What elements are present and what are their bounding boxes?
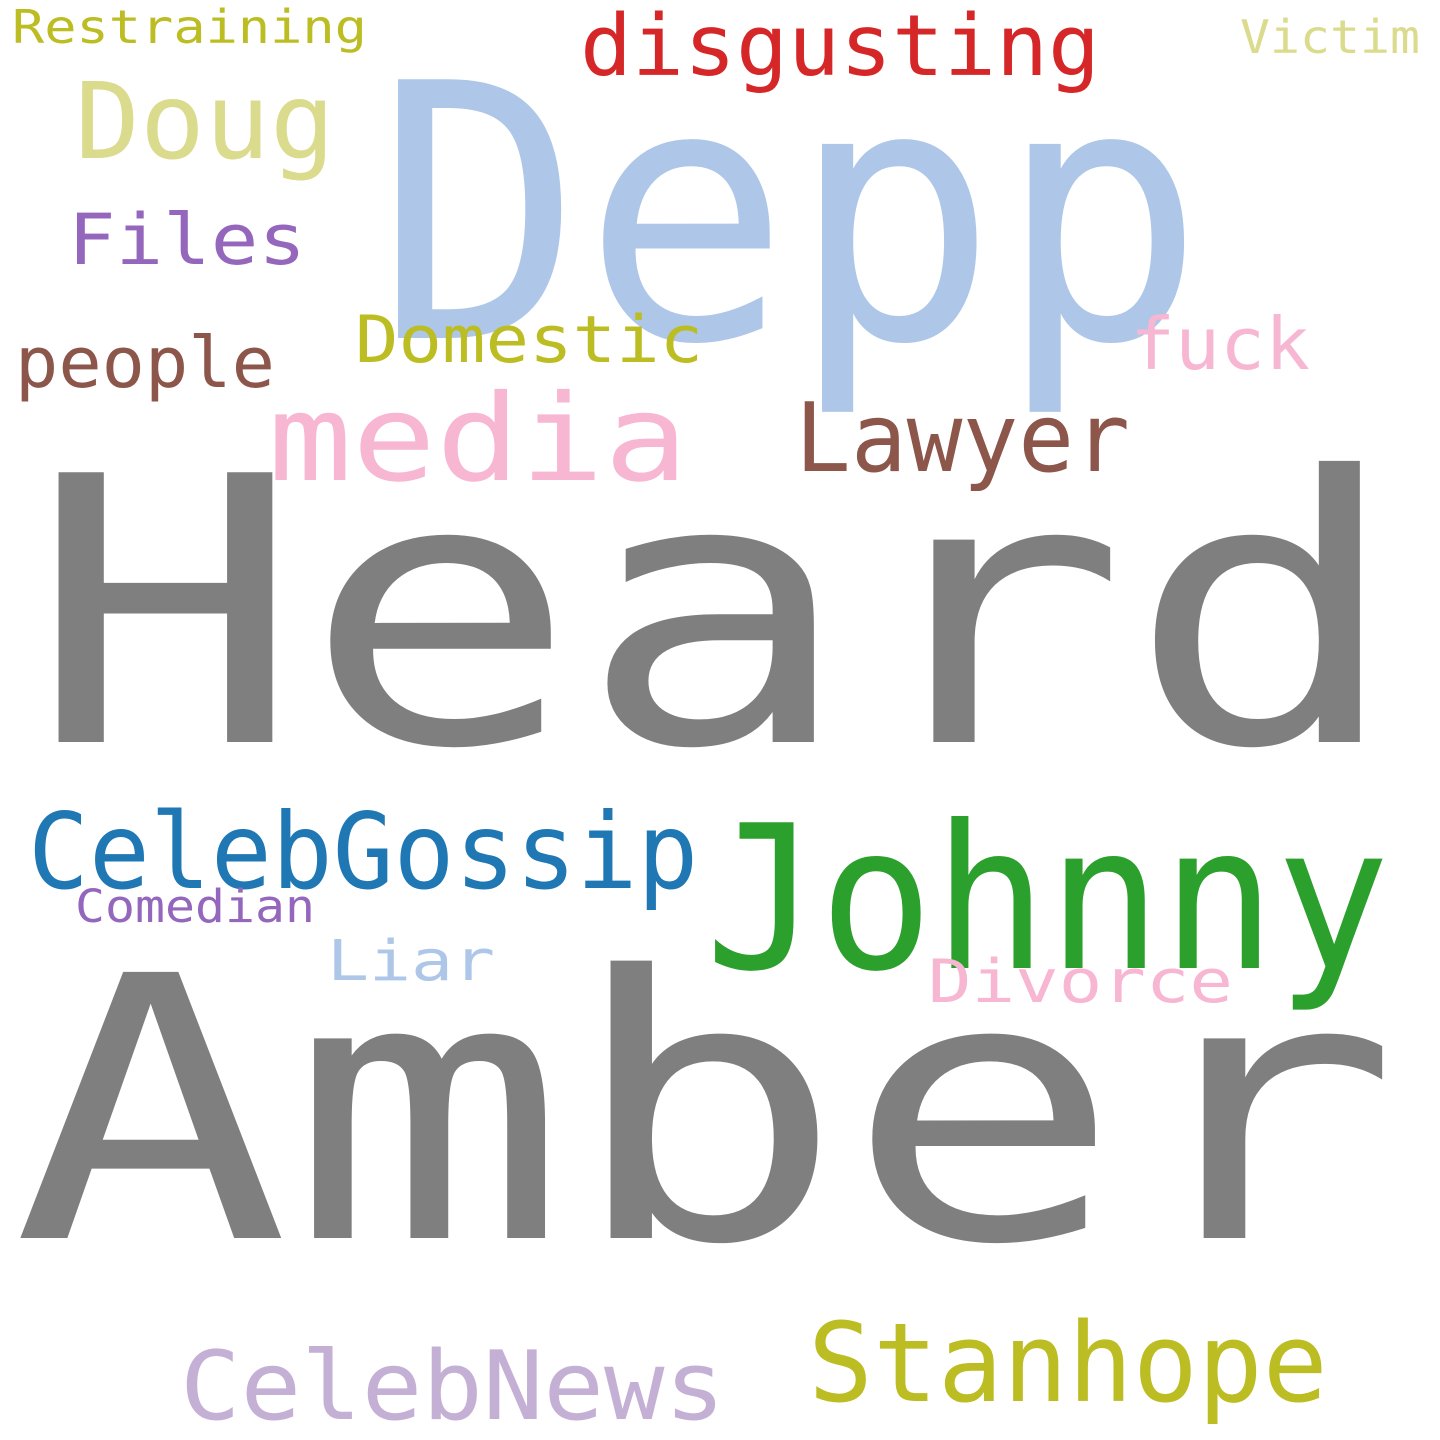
word-amber: Amber xyxy=(12,900,1400,1325)
word-depp: Depp xyxy=(375,8,1206,422)
word-liar: Liar xyxy=(327,929,496,994)
word-disgusting: disgusting xyxy=(580,0,1100,96)
word-victim: Victim xyxy=(1240,10,1420,64)
word-files: Files xyxy=(68,199,306,281)
word-johnny: Johnny xyxy=(705,783,1390,1016)
word-lawyer: Lawyer xyxy=(795,384,1130,494)
word-divorce: Divorce xyxy=(928,947,1233,1017)
word-celebgossip: CelebGossip xyxy=(28,791,699,913)
word-stanhope: Stanhope xyxy=(808,1299,1328,1427)
word-comedian: Comedian xyxy=(75,880,315,933)
word-domestic: Domestic xyxy=(355,303,704,378)
word-restraining: Restraining xyxy=(12,0,367,54)
word-people: people xyxy=(15,322,275,404)
word-doug: Doug xyxy=(75,61,335,183)
word-fuck: fuck xyxy=(1130,302,1310,386)
word-celebnews: CelebNews xyxy=(180,1332,726,1440)
word-media: media xyxy=(268,370,689,509)
word-heard: Heard xyxy=(28,400,1403,830)
